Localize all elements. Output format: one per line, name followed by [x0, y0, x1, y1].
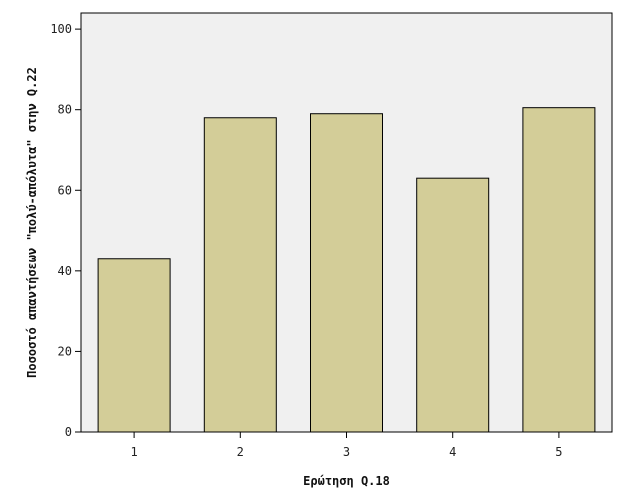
x-axis-title: Ερώτηση Q.18: [303, 474, 390, 488]
y-tick-label-60: 60: [58, 183, 72, 197]
x-tick-label-2: 2: [237, 445, 244, 459]
x-tick-label-3: 3: [343, 445, 350, 459]
y-tick-label-100: 100: [50, 22, 72, 36]
bar-2: [203, 117, 277, 433]
y-axis: 0 20 40 60 80 100: [50, 22, 81, 439]
y-tick-label-40: 40: [58, 264, 72, 278]
y-tick-label-20: 20: [58, 344, 72, 358]
x-tick-label-4: 4: [449, 445, 456, 459]
bar-5: [522, 107, 596, 433]
x-tick-label-5: 5: [555, 445, 562, 459]
x-axis: 1 2 3 4 5: [130, 432, 563, 459]
bar-1: [97, 258, 171, 433]
y-axis-title: Ποσοστό απαντήσεων "πολύ-απόλυτα" στην Q…: [25, 67, 39, 378]
x-tick-label-1: 1: [130, 445, 137, 459]
bar-3: [310, 113, 383, 433]
bars-group: [97, 107, 596, 433]
y-tick-label-80: 80: [58, 103, 72, 117]
y-tick-label-0: 0: [65, 425, 72, 439]
bar-4: [416, 177, 490, 433]
